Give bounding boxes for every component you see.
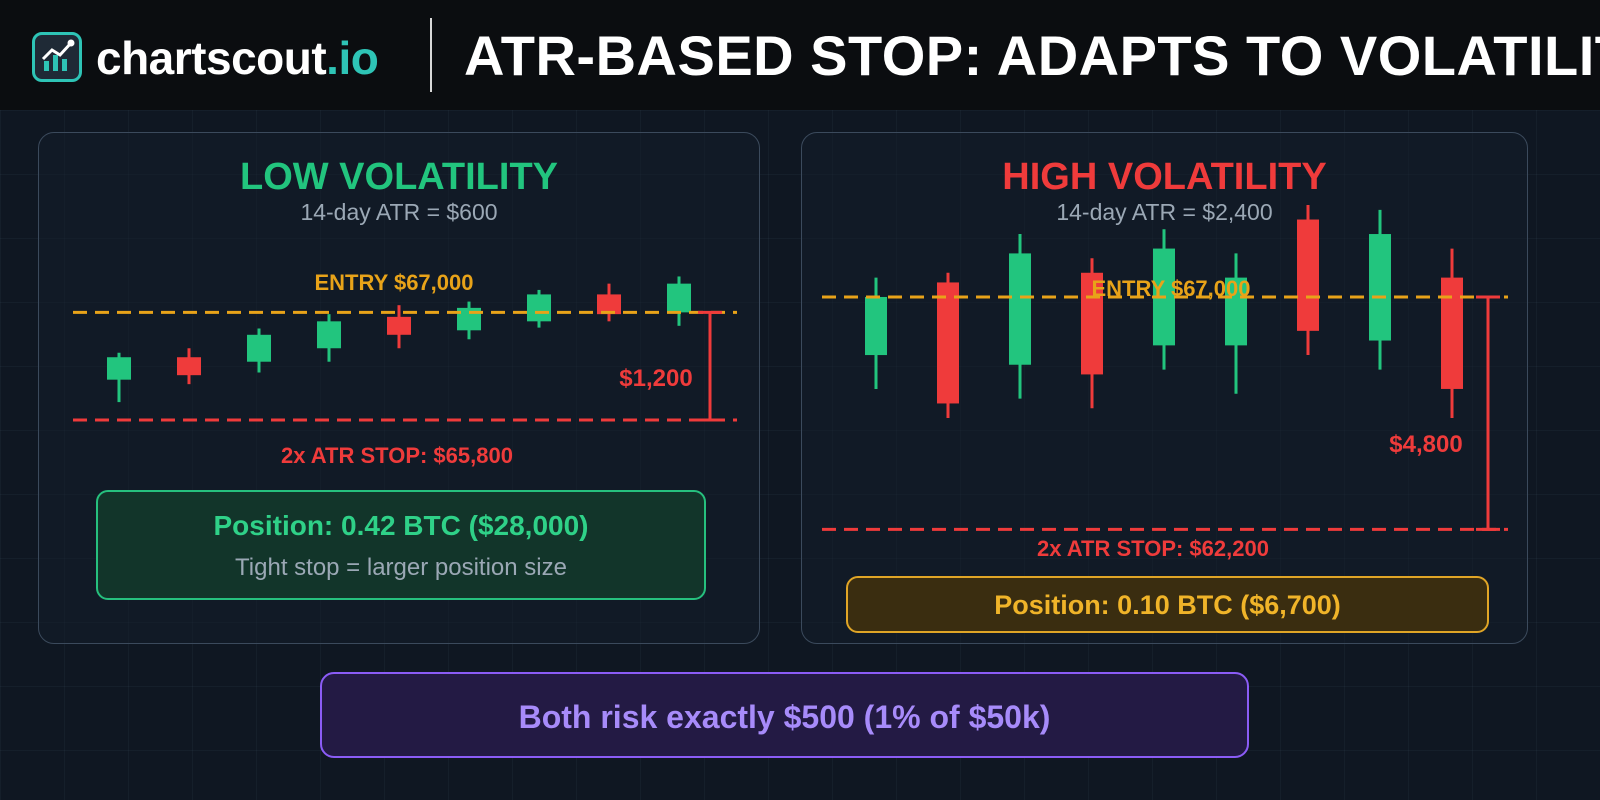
page-title: ATR-BASED STOP: ADAPTS TO VOLATILITY	[464, 24, 1600, 87]
brand-name: chartscout	[96, 32, 327, 84]
candle-body	[865, 296, 887, 356]
low-volatility-title: LOW VOLATILITY	[239, 156, 559, 198]
high-position-box: Position: 0.10 BTC ($6,700)	[846, 576, 1489, 633]
low-position-note: Tight stop = larger position size	[235, 554, 567, 581]
candle-body	[107, 357, 131, 380]
candle-body	[1297, 219, 1319, 331]
low-position-box: Position: 0.42 BTC ($28,000) Tight stop …	[96, 490, 706, 600]
low-atr-subtitle: 14-day ATR = $600	[300, 199, 498, 225]
candle-body	[247, 334, 271, 362]
candle-body	[1441, 277, 1463, 389]
candle-body	[177, 357, 201, 376]
header-divider	[430, 18, 432, 92]
low-stop-label: 2x ATR STOP: $65,800	[281, 443, 513, 468]
low-entry-label: ENTRY $67,000	[315, 270, 474, 295]
candle-body	[527, 294, 551, 322]
chart-logo-icon	[32, 32, 82, 82]
candle-body	[1369, 234, 1391, 341]
candle-body	[937, 282, 959, 404]
candle-body	[1225, 277, 1247, 346]
high-distance-label: $4,800	[1389, 431, 1462, 458]
candle-body	[1009, 253, 1031, 365]
low-distance-label: $1,200	[619, 365, 692, 392]
candle-body	[387, 316, 411, 335]
risk-summary-box: Both risk exactly $500 (1% of $50k)	[320, 672, 1249, 758]
low-position-text: Position: 0.42 BTC ($28,000)	[213, 510, 589, 541]
low-volatility-panel: LOW VOLATILITY 14-day ATR = $600 ENTRY $…	[38, 132, 760, 644]
high-atr-subtitle: 14-day ATR = $2,400	[1056, 199, 1273, 225]
header-bar: chartscout.io ATR-BASED STOP: ADAPTS TO …	[0, 0, 1600, 110]
brand-logo: chartscout.io	[96, 30, 379, 86]
risk-summary-text: Both risk exactly $500 (1% of $50k)	[518, 699, 1051, 735]
high-entry-label: ENTRY $67,000	[1092, 276, 1251, 301]
candle-body	[667, 283, 691, 313]
high-stop-label: 2x ATR STOP: $62,200	[1037, 536, 1269, 561]
candle-body	[317, 321, 341, 349]
low-volatility-chart: ENTRY $67,000 2x ATR STOP: $65,800 $1,20…	[73, 270, 737, 468]
high-volatility-chart: ENTRY $67,000 2x ATR STOP: $62,200 $4,80…	[822, 205, 1508, 561]
brand-tld: .io	[326, 32, 379, 84]
high-volatility-title: HIGH VOLATILITY	[1002, 156, 1327, 198]
high-volatility-panel: HIGH VOLATILITY 14-day ATR = $2,400 ENTR…	[801, 132, 1528, 644]
candle-body	[597, 294, 621, 315]
high-position-text: Position: 0.10 BTC ($6,700)	[994, 590, 1341, 620]
